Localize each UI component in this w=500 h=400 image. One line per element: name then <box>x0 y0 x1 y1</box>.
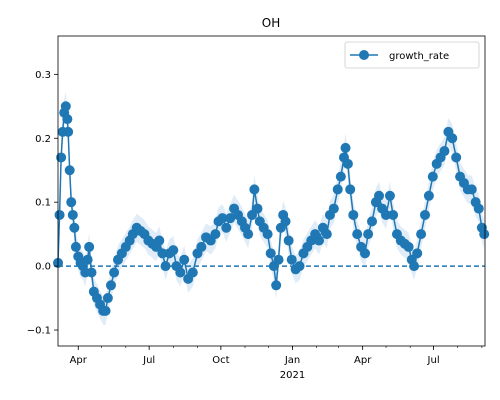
legend-label-growth-rate: growth_rate <box>389 51 449 62</box>
growth-rate-point <box>321 229 332 240</box>
growth-rate-point <box>262 229 273 240</box>
growth-rate-point <box>423 190 434 201</box>
growth-rate-point <box>409 261 420 272</box>
growth-rate-point <box>412 248 423 259</box>
growth-rate-point <box>217 213 228 224</box>
growth-rate-point <box>196 241 207 252</box>
confidence-band-layer <box>58 92 485 325</box>
y-tick-label: 0.3 <box>35 70 51 81</box>
legend-box <box>344 41 480 69</box>
growth-rate-line <box>57 106 485 312</box>
x-tick-label: Jan <box>284 355 300 366</box>
x-year-label: 2021 <box>280 370 305 381</box>
x-axis: Apr Jul Oct Jan Apr Jul 2021 <box>70 346 483 381</box>
growth-rate-point <box>427 171 438 182</box>
growth-rate-point <box>345 184 356 195</box>
growth-rate-point <box>175 267 186 278</box>
growth-rate-point <box>86 267 97 278</box>
growth-rate-point <box>332 184 343 195</box>
y-axis: −0.1 0.0 0.1 0.2 0.3 <box>27 70 58 337</box>
growth-rate-point <box>273 254 284 265</box>
growth-rate-point <box>63 126 74 137</box>
growth-rate-point <box>403 241 414 252</box>
growth-rate-point <box>340 142 351 153</box>
growth-rate-point <box>447 133 458 144</box>
growth-rate-point <box>384 190 395 201</box>
growth-rate-point <box>363 229 374 240</box>
growth-rate-point <box>381 209 392 220</box>
growth-rate-point <box>56 152 67 163</box>
growth-rate-point <box>62 114 73 125</box>
growth-rate-point <box>66 197 77 208</box>
growth-rate-point <box>420 209 431 220</box>
growth-rate-point <box>283 235 294 246</box>
growth-rate-point <box>335 171 346 182</box>
growth-rate-point <box>314 235 325 246</box>
growth-rate-point <box>160 261 171 272</box>
growth-rate-point <box>67 209 78 220</box>
growth-rate-point <box>360 248 371 259</box>
growth-rate-point <box>84 241 95 252</box>
y-tick-label: 0.0 <box>35 262 51 273</box>
y-tick-label: 0.2 <box>35 134 51 145</box>
growth-rate-point <box>154 235 165 246</box>
growth-rate-point <box>388 209 399 220</box>
chart-title: OH <box>262 16 280 30</box>
growth-rate-point <box>102 293 113 304</box>
growth-rate-point <box>187 267 198 278</box>
growth-rate-point <box>451 152 462 163</box>
growth-rate-point <box>286 254 297 265</box>
growth-rate-point <box>466 184 477 195</box>
growth-rate-point <box>294 261 305 272</box>
growth-rate-point <box>54 209 65 220</box>
growth-rate-point <box>157 248 168 259</box>
growth-rate-point <box>249 184 260 195</box>
y-tick-label: −0.1 <box>27 326 51 337</box>
x-tick-label: Jul <box>142 355 155 366</box>
growth-rate-point <box>168 245 179 256</box>
growth-rate-point <box>328 203 339 214</box>
growth-rate-point <box>265 248 276 259</box>
plot-area-frame <box>57 35 486 347</box>
growth-rate-point <box>439 146 450 157</box>
growth-rate-point <box>82 254 93 265</box>
growth-rate-point <box>271 280 282 291</box>
growth-rate-point <box>280 216 291 227</box>
growth-rate-point <box>252 203 263 214</box>
growth-rate-point <box>342 158 353 169</box>
growth-rate-point <box>64 165 75 176</box>
series-marker-layer <box>53 101 490 316</box>
growth-rate-point <box>473 203 484 214</box>
growth-rate-point <box>352 229 363 240</box>
y-tick-label: 0.1 <box>35 198 51 209</box>
growth-rate-point <box>221 222 232 233</box>
growth-rate-point <box>210 229 221 240</box>
growth-rate-point <box>348 209 359 220</box>
growth-rate-uncertainty-band <box>58 92 485 325</box>
growth-rate-point <box>225 213 236 224</box>
growth-rate-point <box>243 229 254 240</box>
growth-rate-point <box>100 305 111 316</box>
x-tick-label: Apr <box>70 355 88 366</box>
growth-rate-point <box>367 216 378 227</box>
growth-rate-point <box>416 229 427 240</box>
growth-rate-point <box>69 222 80 233</box>
x-tick-label: Apr <box>354 355 372 366</box>
growth-rate-point <box>105 280 116 291</box>
growth-rate-point <box>179 254 190 265</box>
x-tick-label: Oct <box>212 355 229 366</box>
legend: growth_rate <box>344 41 480 69</box>
growth-rate-point <box>70 241 81 252</box>
x-tick-label: Jul <box>427 355 440 366</box>
growth-rate-point <box>479 229 490 240</box>
series-line-layer <box>57 106 485 312</box>
growth-rate-point <box>109 267 120 278</box>
legend-marker-swatch <box>359 50 369 60</box>
growth-rate-point <box>374 190 385 201</box>
growth-rate-point <box>60 101 71 112</box>
